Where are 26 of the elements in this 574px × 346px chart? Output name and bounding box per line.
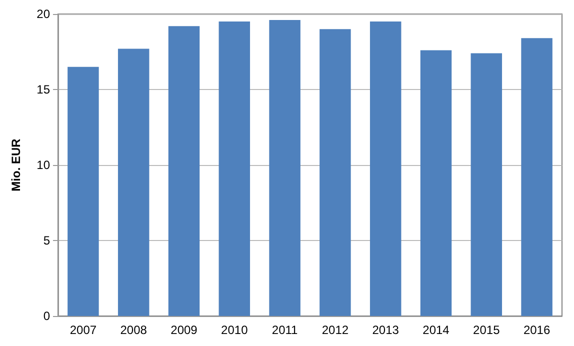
bar <box>420 50 452 316</box>
x-tick-label: 2016 <box>523 323 550 337</box>
y-axis-title: Mio. EUR <box>9 138 23 192</box>
x-tick-label: 2015 <box>473 323 500 337</box>
bar <box>370 22 402 316</box>
bar <box>470 53 502 316</box>
bar <box>269 20 300 316</box>
y-tick-label: 10 <box>36 158 50 172</box>
x-tick-label: 2012 <box>322 323 349 337</box>
x-tick-label: 2014 <box>422 323 450 337</box>
x-tick-label: 2008 <box>120 323 148 337</box>
x-tick-label: 2009 <box>170 323 198 337</box>
bar <box>521 38 552 316</box>
bar <box>118 48 150 316</box>
x-tick-label: 2010 <box>221 323 248 337</box>
bar <box>68 66 99 316</box>
bar <box>320 29 351 316</box>
bar <box>168 26 200 316</box>
y-tick-label: 0 <box>43 309 50 323</box>
x-tick-label: 2013 <box>372 323 400 337</box>
y-tick-label: 20 <box>36 7 50 21</box>
x-tick-label: 2011 <box>272 323 298 337</box>
x-tick-label: 2007 <box>70 323 97 337</box>
y-tick-label: 15 <box>36 82 50 96</box>
bar <box>218 22 250 316</box>
y-tick-label: 5 <box>43 234 50 248</box>
